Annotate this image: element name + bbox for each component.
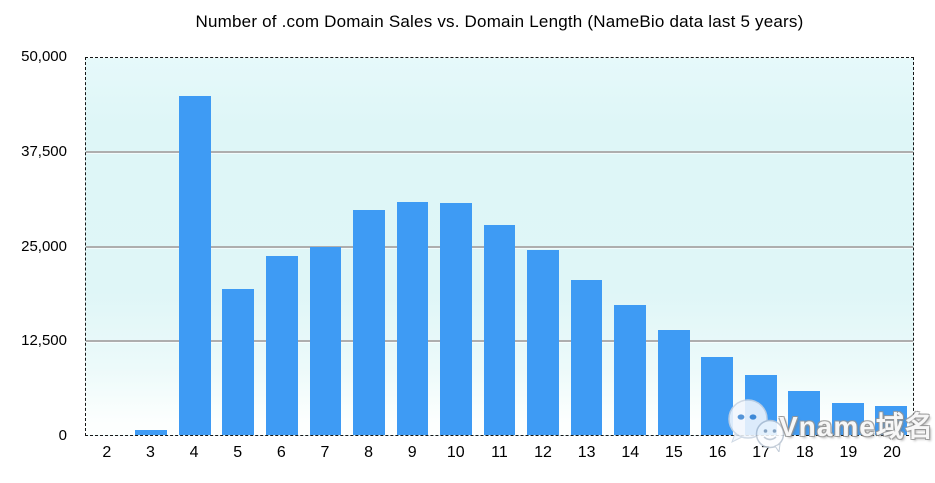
bar-7 (309, 247, 342, 435)
x-axis-tick-label: 19 (839, 444, 858, 461)
x-axis-tick-label: 9 (407, 444, 417, 461)
bar-cell (347, 58, 391, 435)
y-axis-tick-label: 25,000 (21, 237, 67, 255)
x-axis-tick-label: 4 (189, 444, 199, 461)
x-axis-tick-label: 10 (446, 444, 465, 461)
bar-cell (739, 58, 783, 435)
gridline (86, 151, 913, 154)
bar-16 (701, 356, 734, 435)
bar-4 (178, 95, 211, 435)
bar-20 (875, 405, 908, 435)
x-axis-tick-label: 6 (276, 444, 286, 461)
bar-19 (831, 403, 864, 435)
bar-10 (440, 202, 472, 435)
bar-cell (478, 58, 522, 435)
bar-cell (870, 58, 914, 435)
bar-cell (608, 58, 652, 435)
bar-cell (86, 58, 130, 435)
x-axis-tick-label: 17 (752, 444, 771, 461)
bar-13 (570, 280, 603, 435)
bar-3 (135, 430, 168, 435)
bar-cell (391, 58, 435, 435)
x-axis-tick-label: 5 (233, 444, 243, 461)
bar-cell (783, 58, 827, 435)
bar-5 (222, 289, 255, 435)
y-axis-tick-label: 50,000 (21, 48, 67, 65)
bar-cell (434, 58, 478, 435)
bar-cell (130, 58, 174, 435)
plot-area (85, 57, 914, 436)
x-axis-tick-label: 14 (621, 444, 640, 461)
x-axis-tick-label: 2 (102, 444, 112, 461)
chart-title: Number of .com Domain Sales vs. Domain L… (195, 12, 804, 31)
bar-8 (353, 210, 385, 435)
x-axis-tick-label: 11 (491, 444, 508, 461)
bar-12 (527, 249, 559, 435)
x-axis: 2 3 4 5 6 7 8 9 10 11 12 13 14 15 16 17 18 19 20 (85, 443, 914, 463)
bar-cell (217, 58, 261, 435)
bar-cell (826, 58, 870, 435)
x-axis-tick-label: 20 (883, 444, 901, 461)
bar-cell (695, 58, 739, 435)
bar-cell (652, 58, 696, 435)
bar-series (86, 58, 913, 435)
bar-15 (657, 330, 690, 435)
x-axis-tick-label: 16 (708, 444, 727, 461)
y-axis-tick-label: 12,500 (21, 332, 67, 350)
bar-cell (173, 58, 217, 435)
bar-cell (565, 58, 609, 435)
y-axis-tick-label: 0 (58, 427, 67, 444)
x-axis-tick-label: 15 (665, 444, 683, 461)
x-axis-tick-label: 3 (145, 444, 155, 461)
y-axis: 0 12,500 25,000 37,500 50,000 (0, 48, 75, 444)
bar-cell (260, 58, 304, 435)
bar-11 (483, 225, 516, 435)
x-axis-tick-label: 8 (364, 444, 374, 461)
bar-cell (304, 58, 348, 435)
x-axis-tick-label: 18 (795, 444, 814, 461)
bar-18 (788, 391, 821, 435)
bar-9 (396, 202, 429, 435)
bar-6 (266, 255, 298, 435)
y-axis-tick-label: 37,500 (21, 142, 67, 160)
x-axis-tick-label: 7 (320, 444, 330, 461)
bar-14 (614, 304, 647, 435)
bar-17 (744, 375, 777, 435)
bar-cell (521, 58, 565, 435)
x-axis-tick-label: 13 (577, 444, 596, 461)
x-axis-tick-label: 12 (534, 444, 552, 461)
